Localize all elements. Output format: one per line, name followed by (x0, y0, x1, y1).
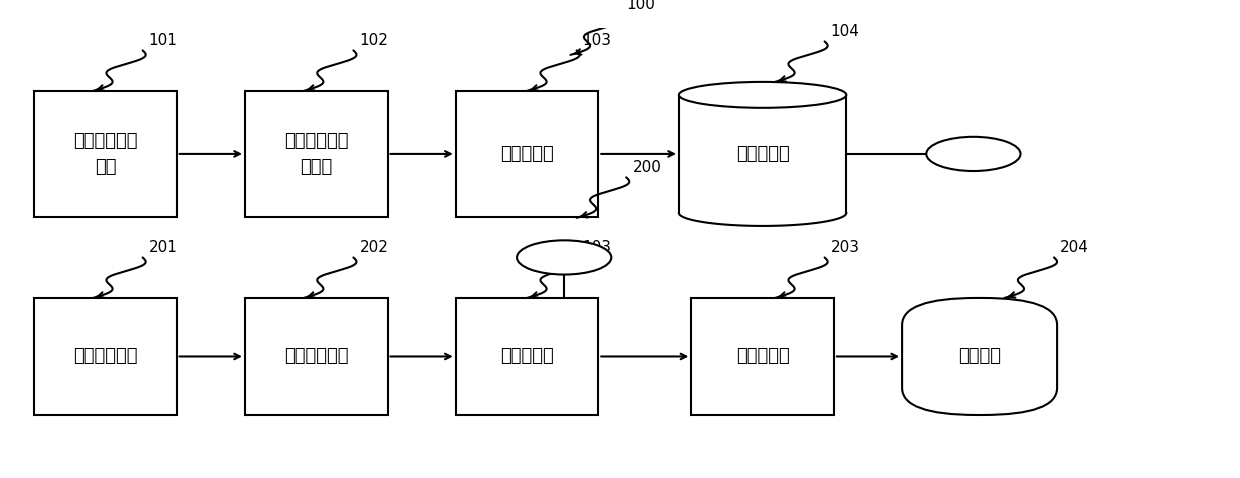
Ellipse shape (680, 82, 847, 108)
Circle shape (517, 240, 611, 274)
Text: A: A (557, 249, 572, 266)
Text: 特征生成器: 特征生成器 (500, 145, 554, 163)
Text: 检测结果: 检测结果 (959, 348, 1001, 366)
Circle shape (926, 137, 1021, 171)
Text: 101: 101 (149, 33, 177, 48)
Text: 图像采集设备: 图像采集设备 (73, 348, 138, 366)
Text: 200: 200 (632, 160, 661, 175)
Text: 103: 103 (583, 33, 611, 48)
Text: 103: 103 (583, 240, 611, 255)
Text: A: A (966, 145, 981, 163)
FancyBboxPatch shape (456, 298, 598, 415)
Text: 202: 202 (360, 240, 388, 255)
Text: 102: 102 (360, 33, 388, 48)
Text: 实景图像输入: 实景图像输入 (284, 348, 348, 366)
Text: 三维物体模型
获取: 三维物体模型 获取 (73, 132, 138, 176)
FancyBboxPatch shape (692, 298, 833, 415)
Text: 特征检索器: 特征检索器 (735, 348, 790, 366)
FancyBboxPatch shape (35, 91, 177, 217)
Text: 104: 104 (831, 24, 859, 39)
Text: 203: 203 (831, 240, 859, 255)
FancyBboxPatch shape (903, 298, 1058, 415)
FancyBboxPatch shape (246, 91, 387, 217)
Text: 特征生成器: 特征生成器 (500, 348, 554, 366)
Text: 100: 100 (626, 0, 655, 12)
Bar (680, 82, 846, 226)
Text: 201: 201 (149, 240, 177, 255)
FancyBboxPatch shape (35, 298, 177, 415)
Text: 204: 204 (1060, 240, 1089, 255)
Text: 二维模板图像
生成器: 二维模板图像 生成器 (284, 132, 348, 176)
Text: 特征数据库: 特征数据库 (735, 145, 790, 163)
FancyBboxPatch shape (246, 298, 387, 415)
FancyBboxPatch shape (456, 91, 598, 217)
